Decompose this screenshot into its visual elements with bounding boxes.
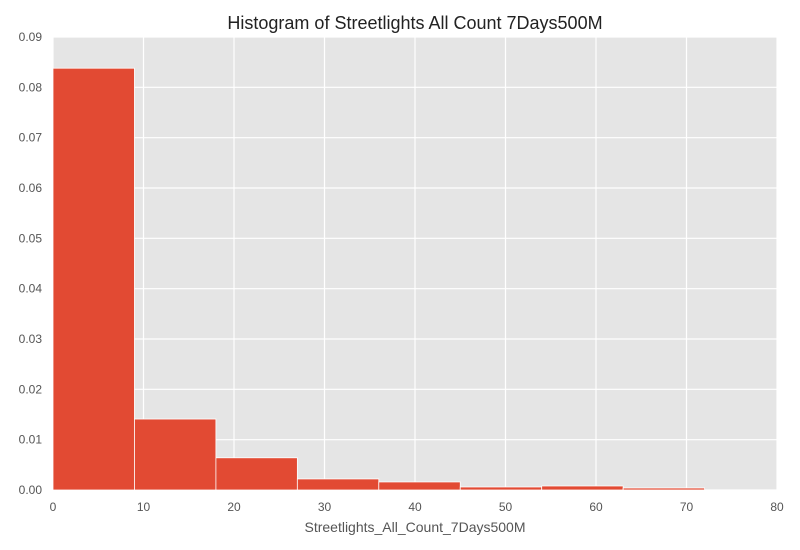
histogram-bar: [296, 478, 380, 491]
y-tick-labels: 0.00 0.01 0.02 0.03 0.04 0.05 0.06 0.07 0.08 0.09: [19, 30, 43, 497]
chart-title: Histogram of Streetlights All Count 7Day…: [227, 13, 602, 33]
histogram-bar: [459, 486, 543, 491]
y-tick-label: 0.07: [19, 131, 43, 145]
x-tick-label: 20: [227, 500, 241, 514]
histogram-bars: [52, 67, 706, 491]
y-tick-label: 0.08: [19, 80, 43, 94]
histogram-bar: [541, 485, 624, 491]
x-tick-label: 60: [589, 500, 603, 514]
x-tick-label: 80: [770, 500, 784, 514]
x-tick-label: 70: [680, 500, 694, 514]
x-tick-label: 30: [318, 500, 332, 514]
y-tick-label: 0.09: [19, 30, 43, 44]
y-tick-label: 0.01: [19, 433, 43, 447]
x-tick-label: 40: [408, 500, 422, 514]
x-tick-labels: 0 10 20 30 40 50 60 70 80: [50, 500, 784, 514]
y-tick-label: 0.05: [19, 231, 43, 245]
x-tick-label: 0: [50, 500, 57, 514]
histogram-bar: [215, 457, 298, 491]
histogram-bar: [622, 487, 706, 491]
y-tick-label: 0.03: [19, 332, 43, 346]
x-tick-label: 10: [137, 500, 151, 514]
x-axis-label: Streetlights_All_Count_7Days500M: [304, 519, 525, 535]
histogram-bar: [134, 418, 217, 491]
y-tick-label: 0.04: [19, 282, 43, 296]
y-tick-label: 0.06: [19, 181, 43, 195]
y-tick-label: 0.02: [19, 382, 43, 396]
y-tick-label: 0.00: [19, 483, 43, 497]
histogram-bar: [378, 481, 461, 491]
x-tick-label: 50: [499, 500, 513, 514]
histogram-bar: [52, 67, 135, 491]
